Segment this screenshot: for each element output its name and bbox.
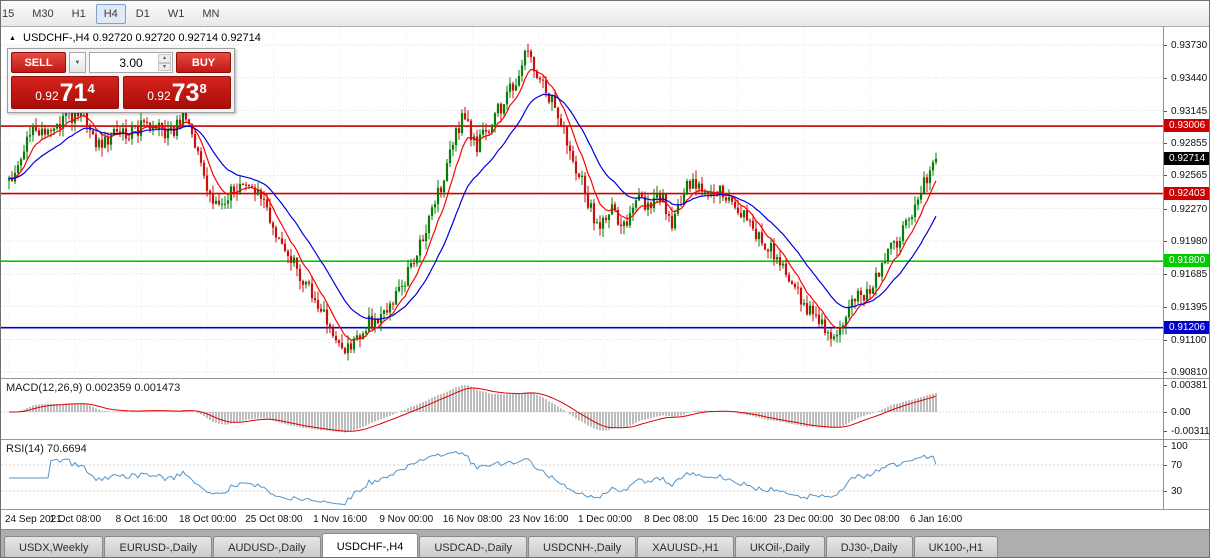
chart-tab-usdcnh-daily[interactable]: USDCNH-,Daily xyxy=(527,536,637,557)
price-axis: 0.93730 0.93440 0.93145 0.92855 0.92565 0.922… xyxy=(1163,27,1209,378)
timeframe-button-m30[interactable]: M30 xyxy=(32,7,54,20)
price-axis-label: 0.93145 xyxy=(1164,106,1209,117)
sell-price-prefix: 0.92 xyxy=(35,89,59,103)
time-axis-label: 1 Oct 08:00 xyxy=(49,514,102,525)
volume-increase-button[interactable]: ▲ xyxy=(158,54,171,63)
sell-price-display[interactable]: 0.92 71 4 xyxy=(11,76,119,109)
level-price-badge: 0.92403 xyxy=(1164,186,1209,200)
macd-axis-label: 0.00381 xyxy=(1164,380,1209,391)
buy-price-prefix: 0.92 xyxy=(147,89,171,103)
macd-label: MACD(12,26,9) 0.002359 0.001473 xyxy=(6,382,181,394)
chart-tab-usdcad-daily[interactable]: USDCAD-,Daily xyxy=(419,536,527,557)
rsi-axis-label: 70 xyxy=(1164,460,1209,471)
volume-spinner: ▲ ▼ xyxy=(158,54,171,71)
buy-price-display[interactable]: 0.92 73 8 xyxy=(123,76,231,109)
price-axis-label: 0.92565 xyxy=(1164,170,1209,181)
timeframe-button-d1[interactable]: D1 xyxy=(135,7,150,20)
current-price-badge: 0.92714 xyxy=(1164,151,1209,165)
macd-indicator-panel: MACD(12,26,9) 0.002359 0.001473 0.00381 0… xyxy=(1,378,1209,439)
price-axis-label: 0.91395 xyxy=(1164,302,1209,313)
chart-tab-eurusd-daily[interactable]: EURUSD-,Daily xyxy=(104,536,213,557)
volume-input[interactable]: 3.00 ▲ ▼ xyxy=(89,52,173,73)
timeframe-button-h1[interactable]: H1 xyxy=(71,7,86,20)
time-axis-label: 24 Sep 2021 xyxy=(5,514,62,525)
macd-axis: 0.00381 0.00 -0.00311 xyxy=(1163,379,1209,439)
chart-tab-audusd-daily[interactable]: AUDUSD-,Daily xyxy=(213,536,321,557)
rsi-axis-label: 30 xyxy=(1164,486,1209,497)
chart-symbol-label: USDCHF-,H4 xyxy=(23,32,90,44)
chart-tab-dj30-daily[interactable]: DJ30-,Daily xyxy=(825,536,913,557)
timeframe-button-h4[interactable]: H4 xyxy=(95,3,126,24)
timeframe-button-w1[interactable]: W1 xyxy=(167,7,185,20)
sell-button[interactable]: SELL xyxy=(11,52,66,73)
sell-price-pip: 4 xyxy=(87,81,95,96)
time-axis-label: 8 Oct 16:00 xyxy=(115,514,168,525)
chart-tab-usdx-weekly[interactable]: USDX,Weekly xyxy=(4,536,104,557)
time-axis-label: 25 Oct 08:00 xyxy=(245,514,303,525)
price-axis-label: 0.93440 xyxy=(1164,73,1209,84)
price-axis-label: 0.92270 xyxy=(1164,204,1209,215)
time-axis-label: 16 Nov 08:00 xyxy=(442,514,503,525)
price-chart-panel: ▲ USDCHF-,H4 0.92720 0.92720 0.92714 0.9… xyxy=(1,27,1209,378)
rsi-axis: 100 70 30 xyxy=(1163,440,1209,509)
rsi-chart[interactable] xyxy=(1,440,1163,509)
price-chart[interactable] xyxy=(1,27,1163,378)
macd-axis-label: -0.00311 xyxy=(1164,426,1209,437)
chart-ohlc-header: ▲ USDCHF-,H4 0.92720 0.92720 0.92714 0.9… xyxy=(9,32,261,44)
volume-value: 3.00 xyxy=(119,55,143,70)
price-axis-label: 0.93730 xyxy=(1164,40,1209,51)
macd-axis-label: 0.00 xyxy=(1164,407,1209,418)
chart-tab-bar: USDX,Weekly EURUSD-,Daily AUDUSD-,Daily USD… xyxy=(1,529,1209,557)
macd-chart[interactable] xyxy=(1,379,1163,439)
rsi-label: RSI(14) 70.6694 xyxy=(6,443,87,455)
time-axis-label: 23 Nov 16:00 xyxy=(508,514,569,525)
time-axis-label: 8 Dec 08:00 xyxy=(644,514,699,525)
one-click-trading-panel: SELL ▼ 3.00 ▲ ▼ BUY 0.92 71 4 xyxy=(7,48,235,113)
level-price-badge: 0.91800 xyxy=(1164,254,1209,268)
time-axis-label: 15 Dec 16:00 xyxy=(707,514,768,525)
time-axis-label: 23 Dec 00:00 xyxy=(773,514,834,525)
price-axis-label: 0.91980 xyxy=(1164,236,1209,247)
buy-price-main: 73 xyxy=(171,79,200,107)
buy-price-pip: 8 xyxy=(199,81,207,96)
timeframe-button-15[interactable]: 15 xyxy=(2,7,15,20)
timeframe-toolbar: 15 M30 H1 H4 D1 W1 MN xyxy=(1,1,1209,27)
volume-dropdown-button[interactable]: ▼ xyxy=(69,52,86,73)
chart-marker-icon: ▲ xyxy=(9,35,16,42)
time-axis-label: 6 Jan 16:00 xyxy=(909,514,963,525)
price-axis-label: 0.90810 xyxy=(1164,367,1209,378)
chart-tab-xauusd-h1[interactable]: XAUUSD-,H1 xyxy=(637,536,734,557)
price-axis-label: 0.91100 xyxy=(1164,335,1209,346)
timeframe-button-mn[interactable]: MN xyxy=(202,7,220,20)
chevron-down-icon: ▼ xyxy=(74,59,81,66)
timeframe-button-group: 15 M30 H1 H4 D1 W1 MN xyxy=(2,3,227,24)
volume-decrease-button[interactable]: ▼ xyxy=(158,62,171,71)
time-axis-label: 1 Nov 16:00 xyxy=(313,514,368,525)
time-axis-label: 1 Dec 00:00 xyxy=(577,514,632,525)
chart-tab-usdchf-h4[interactable]: USDCHF-,H4 xyxy=(321,533,419,557)
price-axis-label: 0.91685 xyxy=(1164,269,1209,280)
chart-ohlc-values: 0.92720 0.92720 0.92714 0.92714 xyxy=(92,32,261,44)
buy-button[interactable]: BUY xyxy=(176,52,231,73)
level-price-badge: 0.91206 xyxy=(1164,320,1209,334)
level-price-badge: 0.93006 xyxy=(1164,119,1209,133)
price-axis-label: 0.92855 xyxy=(1164,138,1209,149)
time-axis-label: 18 Oct 00:00 xyxy=(179,514,237,525)
rsi-indicator-panel: RSI(14) 70.6694 100 70 30 xyxy=(1,439,1209,509)
time-axis-label: 9 Nov 00:00 xyxy=(379,514,434,525)
sell-price-main: 71 xyxy=(59,79,88,107)
chart-tab-uk100-h1[interactable]: UK100-,H1 xyxy=(913,536,999,557)
chart-tab-ukoil-daily[interactable]: UKOil-,Daily xyxy=(734,536,825,557)
rsi-axis-label: 100 xyxy=(1164,441,1209,452)
time-axis: 24 Sep 2021 1 Oct 08:00 8 Oct 16:00 18 Oct … xyxy=(1,509,1209,529)
time-axis-label: 30 Dec 08:00 xyxy=(840,514,900,525)
